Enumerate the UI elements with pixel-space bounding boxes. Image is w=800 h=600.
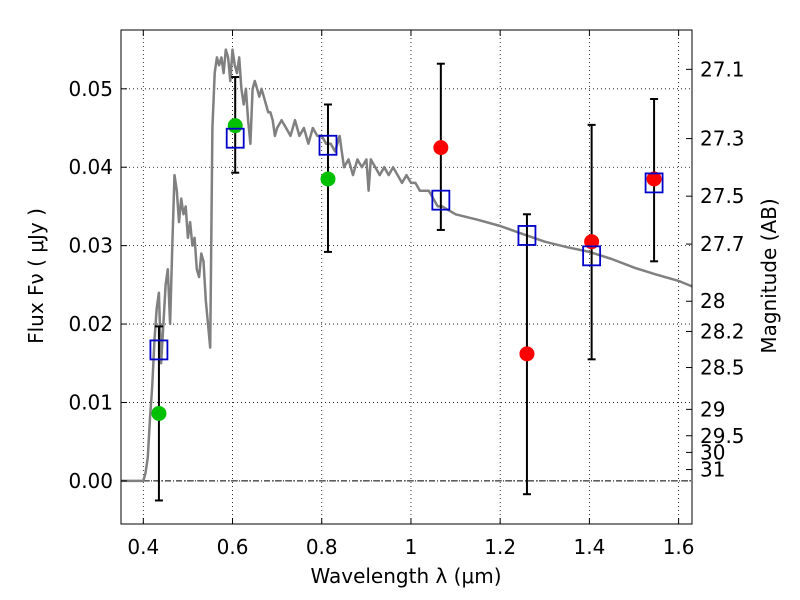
y2-tick-label: 29 <box>700 397 725 421</box>
x-tick-label: 0.6 <box>217 535 249 559</box>
plot-frame <box>120 29 693 525</box>
data-point-square <box>431 189 451 211</box>
data-point-circle <box>227 118 243 134</box>
data-point-circle <box>320 171 336 187</box>
y-tick-label: 0.01 <box>68 390 113 414</box>
axis-ticks: 0.4 0.6 0.8 1 1.2 1.4 1.6 0.00 0.01 0.02 0.03 0.04 0… <box>68 30 745 559</box>
data-point-square <box>225 127 245 149</box>
data-point-square <box>582 245 602 267</box>
y2-tick-label: 27.7 <box>700 232 745 256</box>
model-spectrum-line <box>121 48 693 483</box>
y-tick-label: 0.00 <box>68 469 113 493</box>
data-point-circle <box>151 405 167 421</box>
data-point-square <box>149 339 169 361</box>
y2-tick-label: 27.5 <box>700 184 745 208</box>
y2-tick-label: 28.2 <box>700 319 745 343</box>
y-tick-label: 0.05 <box>68 77 113 101</box>
y-tick-label: 0.02 <box>68 312 113 336</box>
data-point-square <box>644 172 664 194</box>
y-tick-label: 0.04 <box>68 155 113 179</box>
y2-tick-label: 27.3 <box>700 127 745 151</box>
x-tick-label: 0.8 <box>306 535 338 559</box>
x-tick-label: 1 <box>405 535 418 559</box>
x-tick-label: 1.4 <box>573 535 605 559</box>
y2-tick-label: 28 <box>700 289 725 313</box>
data-point-square <box>318 134 338 156</box>
data-point-circle <box>519 346 535 362</box>
x-tick-label: 0.4 <box>127 535 159 559</box>
data-point-circle <box>646 171 662 187</box>
y2-tick-label: 31 <box>700 458 725 482</box>
data-point-square <box>517 225 537 246</box>
y-axis-title: Flux Fν ( μJy ) <box>24 208 48 344</box>
x-tick-label: 1.6 <box>663 535 695 559</box>
y2-tick-label: 28.5 <box>700 356 745 380</box>
secondary-y-axis-title: Magnitude (AB) <box>757 198 781 353</box>
x-axis-title: Wavelength λ (μm) <box>310 564 501 588</box>
data-markers <box>149 118 664 421</box>
data-point-circle <box>433 140 449 156</box>
y2-tick-label: 27.1 <box>700 57 745 81</box>
x-tick-label: 1.2 <box>484 535 516 559</box>
y2-tick-label: 29.5 <box>700 424 745 448</box>
model-spectrum-group <box>121 48 693 483</box>
y-tick-label: 0.03 <box>68 234 113 258</box>
y2-tick-label: 30 <box>700 440 725 464</box>
